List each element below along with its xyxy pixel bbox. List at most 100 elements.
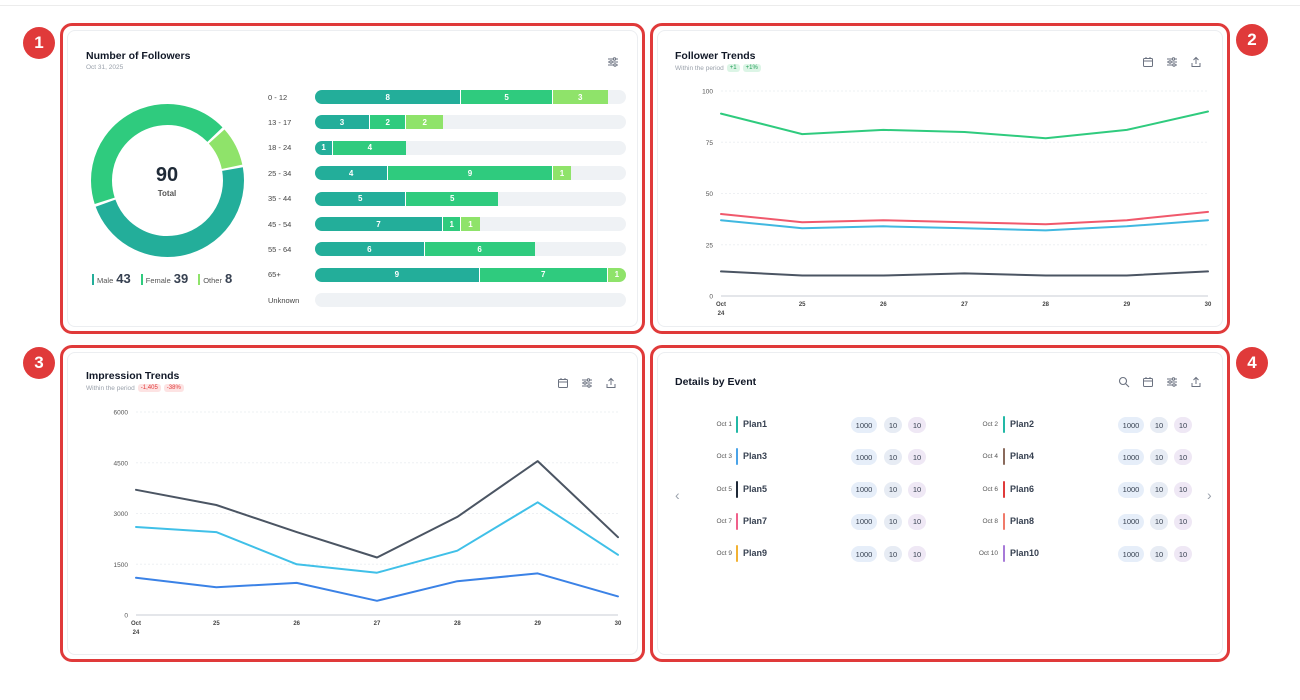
legend-female-swatch [140,274,143,285]
y-tick-label: 4500 [114,460,129,467]
event-value-chip: 1000 [851,481,877,498]
event-count-chip: 10 [908,513,926,530]
event-name[interactable]: Plan6 [1010,483,1035,494]
age-row: 35 - 44 5 5 [268,191,626,206]
age-label: 0 - 12 [268,92,288,102]
event-color-bar [736,545,738,563]
x-tick-label: 30 [615,621,622,627]
event-name[interactable]: Plan2 [1010,419,1035,429]
series-line-3 [720,219,1209,232]
calendar-icon[interactable] [1142,56,1154,68]
legend-female: Female 39 [140,271,188,286]
search-icon[interactable] [1118,376,1130,388]
event-date: Oct 6 [982,485,998,493]
event-name[interactable]: Plan7 [743,515,768,526]
event-count-chip: 10 [884,481,902,498]
share-icon[interactable] [605,377,617,389]
share-icon[interactable] [1190,376,1202,388]
age-segment-female: 6 [424,242,535,257]
event-name[interactable]: Plan4 [1010,451,1035,462]
event-value-chip: 1000 [1118,417,1144,433]
next-page-arrow[interactable]: › [1207,487,1212,503]
details-card: Details by Event ‹ › Oct 1 Plan1 1000 10 10 O… [657,352,1223,655]
y-tick-label: 25 [706,242,714,249]
event-count-chip: 10 [1150,481,1168,498]
follower-trends-title: Follower Trends [675,50,756,62]
age-segment-male: 3 [315,115,370,130]
event-color-bar [736,480,738,498]
x-tick-label: 25 [799,302,806,308]
event-name[interactable]: Plan5 [743,483,768,494]
impression-trends-delta: -1,405 [137,384,161,392]
calendar-icon[interactable] [557,377,569,389]
x-tick-label: 27 [961,302,968,308]
details-frame: Details by Event ‹ › Oct 1 Plan1 1000 10 10 O… [650,345,1230,662]
sliders-icon[interactable] [581,377,593,389]
sliders-icon[interactable] [607,56,619,68]
event-value-chip: 1000 [851,546,877,563]
event-value-chip: 1000 [1118,449,1144,466]
age-label: 25 - 34 [268,168,292,178]
event-date: Oct 10 [978,550,998,558]
follower-trends-delta: +1 [726,64,740,72]
followers-date: Oct 31, 2025 [86,64,124,71]
donut-total-label: Total [157,189,177,198]
event-name[interactable]: Plan3 [743,451,768,462]
age-segment-male: 4 [315,166,389,181]
event-date: Oct 4 [982,453,998,461]
y-tick-label: 3000 [114,511,129,518]
x-tick-label: 28 [1042,302,1049,308]
age-label: 13 - 17 [268,117,292,127]
series-line-1 [135,460,619,559]
legend-male-swatch [92,274,94,285]
sliders-icon[interactable] [1166,56,1178,68]
followers-card: Number of Followers Oct 31, 2025 90 Tota… [67,30,638,327]
event-count-chip: 10 [1174,449,1192,466]
event-date: Oct 7 [716,517,732,525]
age-segment-female: 5 [406,191,498,206]
legend-other-label: Other [203,276,222,285]
age-segment-female: 4 [333,140,407,155]
impression-trends-title: Impression Trends [86,370,180,382]
calendar-icon[interactable] [1142,376,1154,388]
prev-page-arrow[interactable]: ‹ [675,487,680,503]
y-tick-label: 75 [706,140,714,147]
x-tick-label: 25 [213,621,220,627]
legend-other-value: 8 [224,271,233,286]
event-name[interactable]: Plan1 [743,419,768,429]
event-count-chip: 10 [1174,546,1192,563]
event-value-chip: 1000 [1118,481,1144,498]
follower-trends-delta-pct: +1% [742,64,761,72]
followers-donut [91,104,244,257]
event-count-chip: 10 [1174,481,1192,498]
sliders-icon[interactable] [1166,376,1178,388]
age-segment-other: 1 [461,217,480,231]
age-segment-male: 1 [315,140,334,155]
age-segment-female: 5 [461,90,553,104]
age-label: 35 - 44 [268,194,292,204]
event-date: Oct 5 [716,485,732,493]
x-tick-label: Oct 24 [716,302,726,317]
event-color-bar [736,512,738,530]
legend-female-label: Female [145,276,171,285]
series-line-1 [720,110,1209,140]
age-segment-male: 7 [315,217,444,231]
follower-trends-subtitle: Within the period [675,64,724,72]
event-value-chip: 1000 [1118,513,1144,530]
age-segment-female: 1 [443,217,462,231]
age-label: 65+ [268,270,281,280]
event-name[interactable]: Plan10 [1010,548,1040,559]
series-line-4 [720,270,1209,277]
event-date: Oct 2 [982,421,998,428]
follower-trends-card: Follower Trends Within the period +1 +1%… [657,30,1223,327]
event-name[interactable]: Plan9 [743,548,768,559]
age-segment-male: 6 [315,242,425,257]
x-tick-label: 26 [293,621,300,627]
event-name[interactable]: Plan8 [1010,515,1035,526]
event-value-chip: 1000 [851,449,877,466]
share-icon[interactable] [1190,56,1202,68]
